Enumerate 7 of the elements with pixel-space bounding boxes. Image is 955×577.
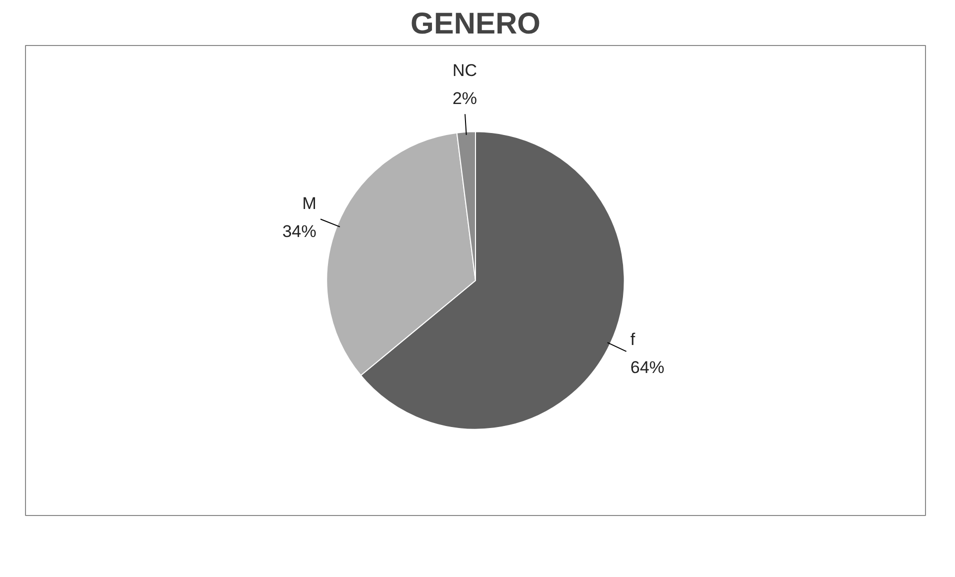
slice-label: f	[630, 330, 636, 349]
data-label: 64%	[630, 358, 664, 377]
slice-label: NC	[452, 61, 478, 80]
slice-label: M	[302, 194, 316, 213]
data-label: 34%	[282, 222, 316, 242]
data-label: 2%	[452, 89, 478, 108]
chart-title: GENERO	[410, 8, 541, 40]
